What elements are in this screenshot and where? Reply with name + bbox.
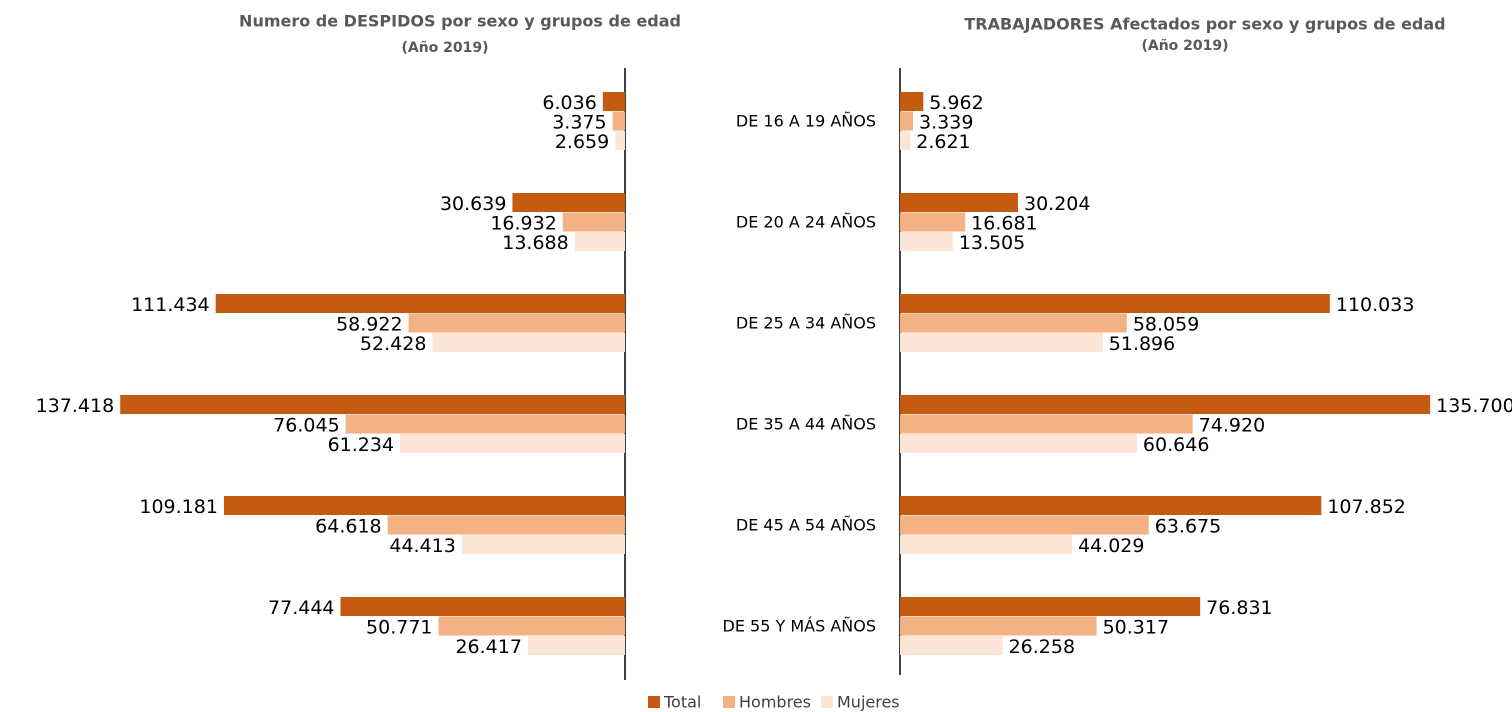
- data-label: 26.417: [455, 636, 521, 658]
- bar: [900, 92, 924, 111]
- data-label: 50.771: [366, 617, 432, 639]
- bar: [340, 597, 625, 616]
- bar: [223, 496, 626, 515]
- bar: [602, 92, 625, 111]
- bar: [900, 496, 1322, 515]
- data-label: 26.258: [1009, 636, 1075, 658]
- category-label: DE 35 A 44 AÑOS: [736, 415, 876, 434]
- data-label: 2.659: [555, 131, 609, 153]
- bar: [400, 434, 625, 453]
- data-label: 61.234: [328, 434, 394, 456]
- data-label: 6.036: [542, 92, 596, 114]
- category-label: DE 16 A 19 AÑOS: [736, 112, 876, 131]
- bar: [408, 313, 625, 333]
- legend-label: Total: [663, 693, 701, 712]
- data-label: 74.920: [1199, 415, 1265, 437]
- category-label: DE 25 A 34 AÑOS: [736, 314, 876, 333]
- data-label: 60.646: [1143, 434, 1209, 456]
- data-label: 44.413: [389, 535, 455, 557]
- data-label: 52.428: [360, 333, 426, 355]
- data-label: 16.681: [971, 213, 1037, 235]
- bar: [900, 535, 1073, 554]
- category-label: DE 45 A 54 AÑOS: [736, 516, 876, 535]
- data-label: 76.831: [1206, 597, 1272, 619]
- data-label: 110.033: [1336, 294, 1415, 316]
- data-label: 76.045: [273, 415, 339, 437]
- bar: [900, 232, 953, 251]
- bar: [612, 111, 625, 131]
- bar: [432, 333, 625, 352]
- bar: [900, 395, 1431, 414]
- bar: [574, 232, 625, 251]
- bar: [527, 636, 625, 655]
- bar: [562, 212, 625, 232]
- bar: [900, 414, 1193, 434]
- data-label: 50.317: [1103, 617, 1169, 639]
- data-label: 135.700: [1436, 395, 1512, 417]
- data-label: 77.444: [268, 597, 334, 619]
- legend-label: Mujeres: [837, 693, 900, 712]
- data-label: 107.852: [1327, 496, 1406, 518]
- bar: [387, 515, 625, 535]
- chart-title: Numero de DESPIDOS por sexo y grupos de …: [239, 12, 681, 31]
- legend-swatch: [723, 696, 735, 708]
- bar: [900, 636, 1003, 655]
- bar: [900, 597, 1201, 616]
- chart-subtitle: (Año 2019): [1141, 38, 1228, 54]
- data-label: 3.339: [919, 112, 973, 134]
- data-label: 5.962: [929, 92, 983, 114]
- bar: [345, 414, 625, 434]
- bar: [900, 313, 1127, 333]
- data-label: 137.418: [36, 395, 115, 417]
- data-label: 64.618: [315, 516, 381, 538]
- bar: [900, 333, 1103, 352]
- data-label: 16.932: [490, 213, 556, 235]
- bar: [461, 535, 625, 554]
- bar: [900, 434, 1137, 453]
- data-label: 58.059: [1133, 314, 1199, 336]
- data-label: 2.621: [916, 131, 970, 153]
- data-label: 58.922: [336, 314, 402, 336]
- bar: [900, 515, 1149, 535]
- data-label: 13.688: [502, 232, 568, 254]
- bar: [900, 111, 914, 131]
- data-label: 63.675: [1155, 516, 1221, 538]
- chart-subtitle: (Año 2019): [401, 40, 488, 56]
- data-label: 3.375: [552, 112, 606, 134]
- data-label: 13.505: [959, 232, 1025, 254]
- bar: [512, 193, 625, 212]
- bar: [615, 131, 625, 150]
- bar: [120, 395, 625, 414]
- data-label: 109.181: [139, 496, 218, 518]
- chart-title: TRABAJADORES Afectados por sexo y grupos…: [964, 15, 1445, 34]
- data-label: 111.434: [131, 294, 210, 316]
- legend-label: Hombres: [739, 693, 811, 712]
- bar: [900, 294, 1330, 313]
- data-label: 30.639: [440, 193, 506, 215]
- data-label: 44.029: [1078, 535, 1144, 557]
- bar: [900, 212, 966, 232]
- category-label: DE 55 Y MÁS AÑOS: [723, 617, 876, 636]
- bar: [215, 294, 625, 313]
- legend-swatch: [648, 696, 660, 708]
- bar: [438, 616, 625, 636]
- bar: [900, 131, 911, 150]
- data-label: 30.204: [1024, 193, 1090, 215]
- legend-swatch: [821, 696, 833, 708]
- bar: [900, 193, 1018, 212]
- category-label: DE 20 A 24 AÑOS: [736, 213, 876, 232]
- data-label: 51.896: [1109, 333, 1175, 355]
- bar: [900, 616, 1097, 636]
